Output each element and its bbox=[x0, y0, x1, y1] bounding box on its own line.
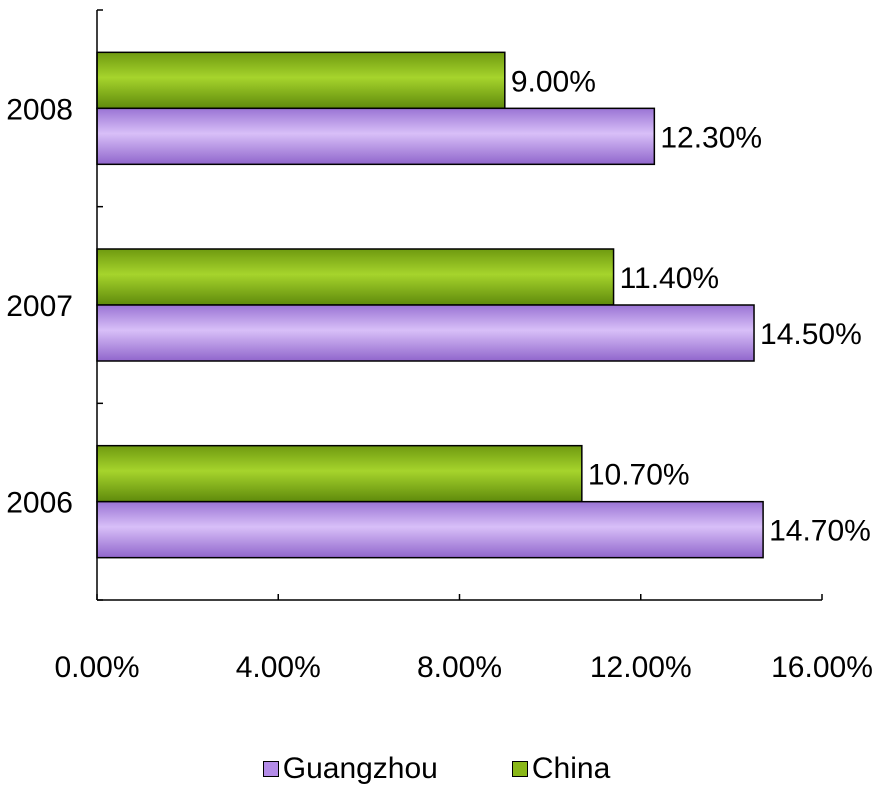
x-tick-label-1: 4.00% bbox=[236, 651, 321, 684]
category-label-2007: 2007 bbox=[6, 290, 73, 323]
legend-swatch-china bbox=[511, 761, 528, 777]
data-label-china-2008: 9.00% bbox=[511, 65, 596, 98]
data-label-guangzhou-2006: 14.70% bbox=[769, 515, 871, 548]
x-tick-label-4: 16.00% bbox=[771, 651, 873, 684]
category-label-2006: 2006 bbox=[6, 487, 73, 520]
bar-china-2008 bbox=[96, 51, 506, 110]
legend-item-guangzhou: Guangzhou bbox=[262, 752, 438, 786]
bar-guangzhou-2007 bbox=[96, 304, 755, 362]
data-label-guangzhou-2008: 12.30% bbox=[660, 121, 762, 154]
legend-label-china: China bbox=[531, 752, 611, 785]
legend-label-guangzhou: Guangzhou bbox=[282, 752, 438, 785]
legend-item-china: China bbox=[511, 752, 611, 786]
bar-china-2007 bbox=[96, 248, 615, 306]
data-label-china-2006: 10.70% bbox=[588, 459, 690, 492]
bar-guangzhou-2006 bbox=[96, 500, 764, 559]
x-tick-label-2: 8.00% bbox=[417, 651, 502, 684]
x-tick-label-0: 0.00% bbox=[54, 651, 139, 684]
bar-guangzhou-2008 bbox=[96, 107, 656, 166]
x-tick-label-3: 12.00% bbox=[590, 651, 692, 684]
legend: Guangzhou China bbox=[0, 752, 873, 786]
bar-china-2006 bbox=[96, 444, 583, 503]
data-label-china-2007: 11.40% bbox=[620, 262, 720, 295]
category-label-2008: 2008 bbox=[6, 93, 73, 126]
legend-swatch-guangzhou bbox=[262, 761, 279, 777]
data-label-guangzhou-2007: 14.50% bbox=[760, 318, 862, 351]
